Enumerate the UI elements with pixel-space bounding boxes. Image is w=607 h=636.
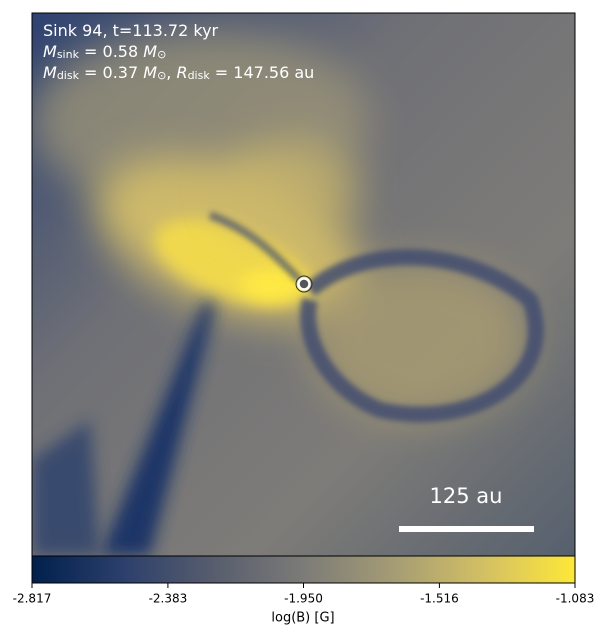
- annotation: Mdisk = 0.37 M⊙, Rdisk = 147.56 au: [43, 63, 314, 83]
- colorbar: [31, 555, 576, 584]
- annotation-part: disk: [188, 69, 211, 82]
- annotation-part: Sink 94, t=113.72 kyr: [43, 21, 219, 40]
- scale-bar: [399, 526, 534, 532]
- annotation: Msink = 0.58 M⊙: [43, 42, 166, 62]
- field-image: [32, 13, 575, 556]
- annotation-part: = 147.56 au: [210, 63, 315, 82]
- annotation-part: M: [43, 42, 57, 61]
- annotation-part: ⊙: [157, 48, 166, 61]
- tick-label: -1.950: [284, 592, 323, 606]
- tick-label: -2.817: [13, 592, 52, 606]
- annotation-part: M: [43, 63, 57, 82]
- annotation-part: M: [143, 63, 157, 82]
- colorbar-label: log(B) [G]: [271, 611, 334, 626]
- annotation-part: disk: [57, 69, 80, 82]
- tick-label: -1.083: [556, 592, 595, 606]
- scale-bar-label: 125 au: [430, 484, 503, 508]
- annotation-part: ⊙: [157, 69, 166, 82]
- annotation: Sink 94, t=113.72 kyr: [43, 21, 219, 40]
- tick-label: -2.383: [149, 592, 188, 606]
- annotation-part: R: [176, 63, 187, 82]
- annotation-part: M: [143, 42, 157, 61]
- annotation-part: = 0.37: [79, 63, 143, 82]
- annotation-part: sink: [57, 48, 80, 61]
- annotation-part: = 0.58: [79, 42, 143, 61]
- annotation-part: ,: [166, 63, 176, 82]
- tick-label: -1.516: [420, 592, 459, 606]
